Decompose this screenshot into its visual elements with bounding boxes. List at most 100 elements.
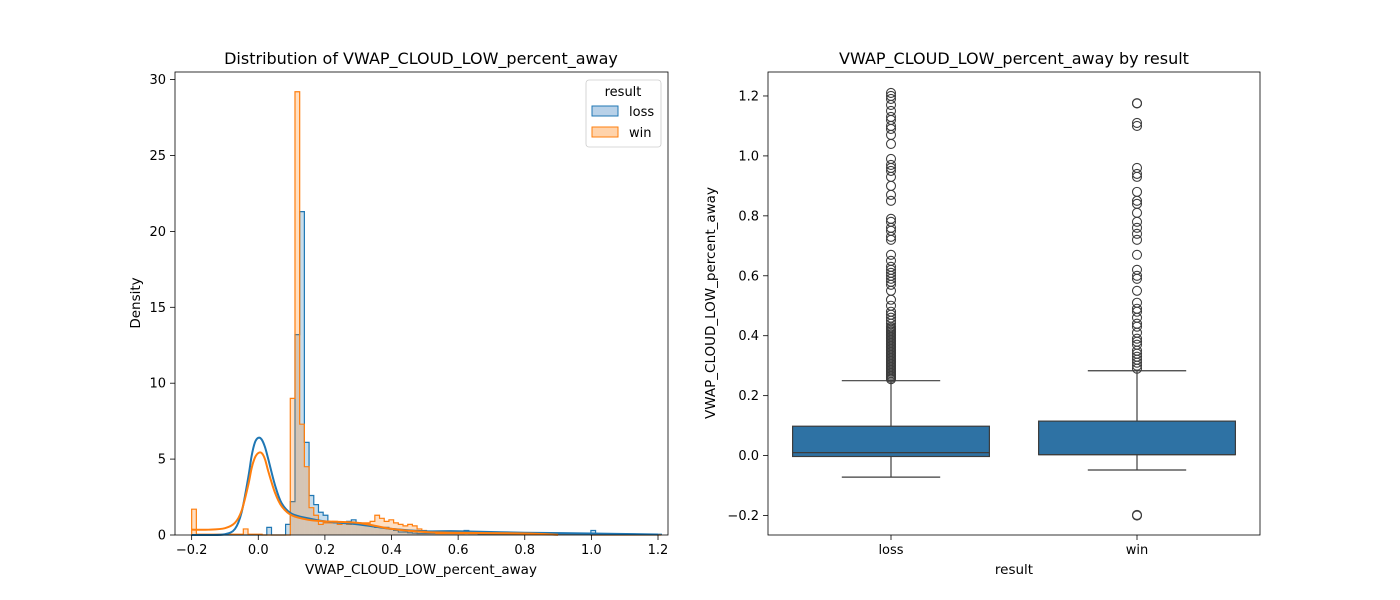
histogram-bar-win [501,533,507,535]
histogram-y-tick-label: 30 [149,73,166,88]
boxplot-frame [767,71,1261,536]
legend-title: result [605,85,642,100]
boxplot-panel: loss win −0.2 0.0 0.2 0.4 0.6 0.8 1.0 1.2 VWAP_C… [703,49,1261,578]
histogram-bar-win [243,528,249,535]
outlier-point [885,261,897,272]
histogram-bar-loss [285,524,291,535]
histogram-bar-loss [370,525,375,535]
histogram-panel: −0.2 0.0 0.2 0.4 0.6 0.8 1.0 1.2 0 5 10 15 20 25 30 D… [128,49,669,578]
histogram-bar-win [356,524,361,535]
outlier-point [1131,98,1143,109]
histogram-y-tick-label: 15 [149,301,166,316]
histogram-bar-loss [351,519,357,535]
boxplot-y-axis-label: VWAP_CLOUD_LOW_percent_away [703,187,719,419]
histogram-y-tick-label: 10 [149,377,166,392]
histogram-bar-loss [421,533,427,535]
boxplot-y-tick-label: 0.6 [738,269,759,284]
outlier-point [885,312,897,323]
outlier-point [885,216,897,227]
histogram-bar-win [431,532,436,535]
outlier-point [885,105,897,117]
outlier-point [1131,270,1143,281]
outlier-point [1131,168,1143,179]
histogram-bar-loss [468,533,474,535]
outlier-point [885,165,897,176]
histogram-bar-loss [309,495,314,535]
histogram-x-tick-label: 0.2 [315,543,336,558]
histogram-bar-loss [356,522,361,535]
legend-swatch-win [591,126,619,138]
histogram-bar-win [370,521,375,535]
histogram-bar-win [309,507,314,535]
histogram-x-axis-label: VWAP_CLOUD_LOW_percent_away [305,562,537,578]
histogram-bar-win [374,515,380,535]
histogram-title: Distribution of VWAP_CLOUD_LOW_percent_a… [224,49,618,69]
histogram-x-ticks: −0.2 0.0 0.2 0.4 0.6 0.8 1.0 1.2 [176,535,668,558]
outlier-point [1131,222,1143,233]
histogram-bar-win [492,533,497,535]
histogram-bar-win [351,522,357,535]
box-iqr [791,425,990,458]
histogram-bar-loss [360,524,366,535]
histogram-x-tick-label: 0.8 [514,543,535,558]
histogram-x-tick-label: 1.0 [581,543,602,558]
histogram-bar-loss [459,533,465,535]
outlier-point [1131,117,1143,128]
histogram-bar-loss [403,531,408,535]
histogram-bar-loss [374,527,380,535]
histogram-bar-win [332,521,338,535]
histogram-bar-win [558,533,563,535]
boxplot-x-ticks: loss win [878,535,1148,558]
outlier-point [885,111,897,123]
histogram-frame [174,71,669,536]
boxplot-y-tick-label: −0.2 [727,509,759,524]
outlier-point [1131,198,1143,209]
histogram-bar-win [496,533,502,535]
histogram-bar-loss [393,530,399,535]
boxplot-y-tick-label: 1.0 [738,149,759,164]
outlier-point [885,249,897,260]
histogram-x-tick-label: 0.4 [381,543,402,558]
histogram-bar-win [365,522,371,535]
histogram-bar-loss [327,522,333,535]
histogram-bar-win [323,522,328,535]
histogram-bar-loss [304,442,310,535]
histogram-bar-loss [294,334,300,535]
histogram-bar-loss [407,532,413,535]
histogram-bar-win [482,533,488,535]
boxplot-x-tick-label: loss [878,543,903,558]
kde-curve-win [191,451,559,536]
histogram-bar-loss [473,533,479,535]
histogram-bar-win [290,398,295,535]
histogram-bar-loss [431,533,436,535]
histogram-bar-win [464,533,469,535]
histogram-y-tick-label: 0 [158,529,166,544]
histogram-bar-loss [398,531,404,535]
histogram-bar-loss [440,533,446,535]
outlier-point [1131,297,1143,308]
outlier-point [1131,339,1143,350]
histogram-bar-win [346,524,352,535]
outlier-point [1131,285,1143,296]
histogram-bar-loss [412,533,418,535]
outlier-point [885,90,897,102]
histogram-bar-loss [426,533,432,535]
boxplot-x-tick-label: win [1126,543,1148,558]
outlier-point [1131,249,1143,260]
outlier-point [885,300,897,311]
histogram-y-axis-label: Density [128,277,144,328]
boxplot-x-axis-label: result [995,562,1033,578]
histogram-bar-win [327,522,333,535]
histogram-bar-loss [445,533,450,535]
histogram-bar-win [468,533,474,535]
outlier-point [1131,186,1143,197]
histogram-bar-win [454,533,460,535]
histogram-bar-loss [341,522,347,535]
histogram-y-tick-label: 20 [149,225,166,240]
outlier-point [885,255,897,266]
histogram-bar-win [440,533,446,535]
box-iqr [1037,420,1236,456]
histogram-bar-loss [337,522,342,535]
